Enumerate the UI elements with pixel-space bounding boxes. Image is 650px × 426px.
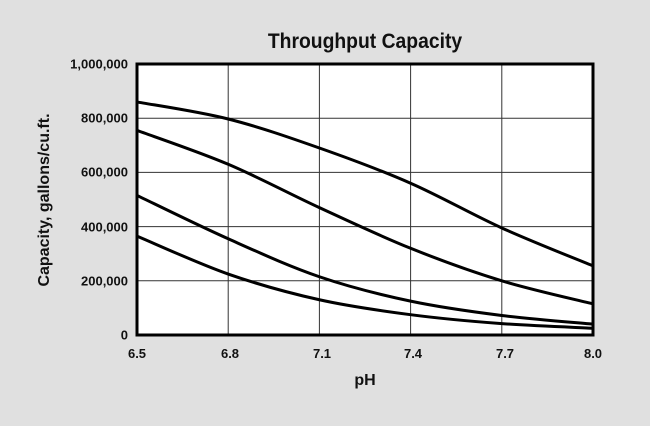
- series-line: [136, 234, 594, 330]
- y-tick-label: 0: [120, 327, 128, 343]
- x-tick-label: 7.4: [403, 346, 423, 361]
- y-tick-label: 200,000: [81, 273, 128, 289]
- x-axis-label: pH: [354, 372, 376, 389]
- y-tick-label: 400,000: [81, 219, 128, 235]
- x-tick-label: 7.7: [495, 346, 515, 361]
- series-line: [136, 100, 594, 268]
- plot-frame: [135, 62, 595, 337]
- data-curves: [136, 100, 594, 330]
- y-tick-label: 1,000,000: [70, 56, 128, 72]
- x-tick-label: 6.5: [127, 346, 147, 361]
- y-tick-label: 600,000: [81, 164, 128, 180]
- x-tick-label: 6.8: [220, 346, 240, 361]
- plot-background: [137, 64, 593, 335]
- x-tick-label: 7.1: [312, 346, 332, 361]
- chart-title: Throughput Capacity: [267, 30, 463, 53]
- x-tick-label: 8.0: [583, 346, 603, 361]
- y-tick-label: 800,000: [81, 110, 128, 126]
- series-line: [136, 128, 594, 306]
- series-line: [136, 194, 594, 326]
